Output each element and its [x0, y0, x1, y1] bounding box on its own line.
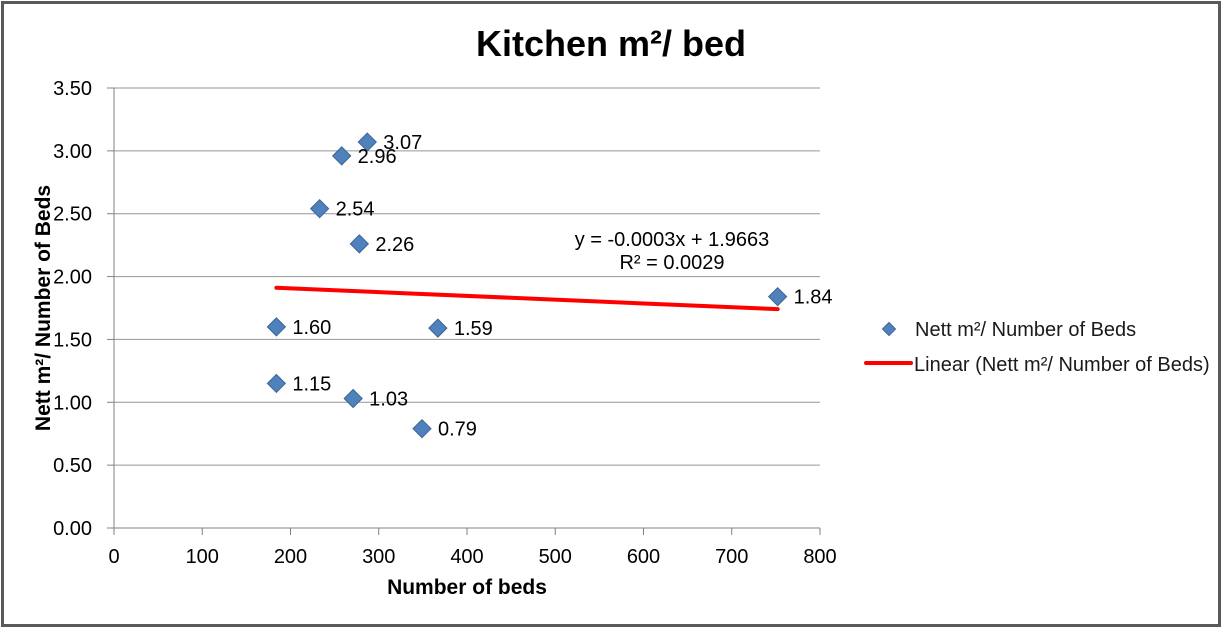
- data-point-diamond-icon[interactable]: [266, 317, 287, 337]
- axes: [107, 87, 821, 535]
- x-axis-title: Number of beds: [387, 576, 547, 599]
- data-point-label: 2.54: [336, 199, 375, 221]
- data-point-label: 1.03: [369, 389, 408, 411]
- data-point-diamond-icon[interactable]: [357, 132, 377, 152]
- data-point-label: 1.15: [292, 373, 331, 395]
- data-point-diamond-icon[interactable]: [412, 418, 432, 439]
- y-tick-label: 3.00: [53, 141, 92, 163]
- x-tick-label: 400: [450, 546, 483, 568]
- data-point-label: 2.26: [375, 234, 414, 256]
- legend: Nett m²/ Number of Beds Linear (Nett m²/…: [864, 319, 1210, 376]
- x-tick-labels: 0 100 200 300 400 500 600 700 800: [108, 546, 836, 568]
- trendline-equation-label: y = -0.0003x + 1.9663: [575, 229, 770, 251]
- gridlines: [114, 87, 820, 466]
- data-point-diamond-icon[interactable]: [767, 286, 788, 307]
- data-point-label: 3.07: [383, 132, 422, 154]
- x-tick-label: 600: [627, 546, 660, 568]
- trendline[interactable]: [274, 285, 780, 312]
- data-point-diamond-icon[interactable]: [343, 388, 363, 409]
- data-points: 3.072.96 2.542.26 1.84 1.60 1.59 1.15 1.03 0.79: [266, 132, 833, 441]
- data-point-diamond-icon[interactable]: [309, 198, 330, 219]
- y-tick-label: 3.50: [53, 78, 92, 100]
- data-point-label: 1.59: [454, 318, 493, 340]
- data-point-label: 1.60: [292, 317, 331, 339]
- y-tick-label: 0.50: [53, 455, 92, 477]
- x-tick-label: 500: [539, 546, 572, 568]
- y-tick-label: 1.00: [53, 392, 92, 414]
- y-tick-labels: 0.00 0.50 1.00 1.50 2.00 2.50 3.00 3.50: [53, 78, 92, 540]
- trendline-group: [274, 285, 780, 312]
- y-tick-label: 1.50: [53, 329, 92, 351]
- x-tick-label: 200: [274, 546, 307, 568]
- y-tick-label: 0.00: [53, 518, 92, 540]
- y-axis-title: Nett m²/ Number of Beds: [32, 185, 55, 431]
- x-tick-label: 0: [108, 546, 119, 568]
- x-tick-label: 100: [186, 546, 219, 568]
- legend-series-label[interactable]: Nett m²/ Number of Beds: [915, 319, 1136, 341]
- legend-diamond-icon[interactable]: [881, 321, 897, 337]
- data-point-diamond-icon[interactable]: [428, 318, 448, 338]
- x-tick-label: 300: [362, 546, 395, 568]
- y-tick-label: 2.50: [53, 204, 92, 226]
- data-point-label: 2.96: [358, 146, 397, 168]
- data-point-label: 0.79: [438, 419, 477, 441]
- y-tick-label: 2.00: [53, 267, 92, 289]
- data-point-label: 1.84: [794, 287, 833, 309]
- legend-trendline-label[interactable]: Linear (Nett m²/ Number of Beds): [914, 354, 1210, 376]
- x-tick-label: 800: [803, 546, 836, 568]
- chart-title: Kitchen m²/ bed: [476, 23, 746, 64]
- data-point-diamond-icon[interactable]: [331, 146, 352, 166]
- data-point-diamond-icon[interactable]: [266, 373, 287, 394]
- x-tick-label: 700: [715, 546, 748, 568]
- data-point-diamond-icon[interactable]: [349, 234, 370, 254]
- trendline-r-squared-label: R² = 0.0029: [619, 252, 724, 274]
